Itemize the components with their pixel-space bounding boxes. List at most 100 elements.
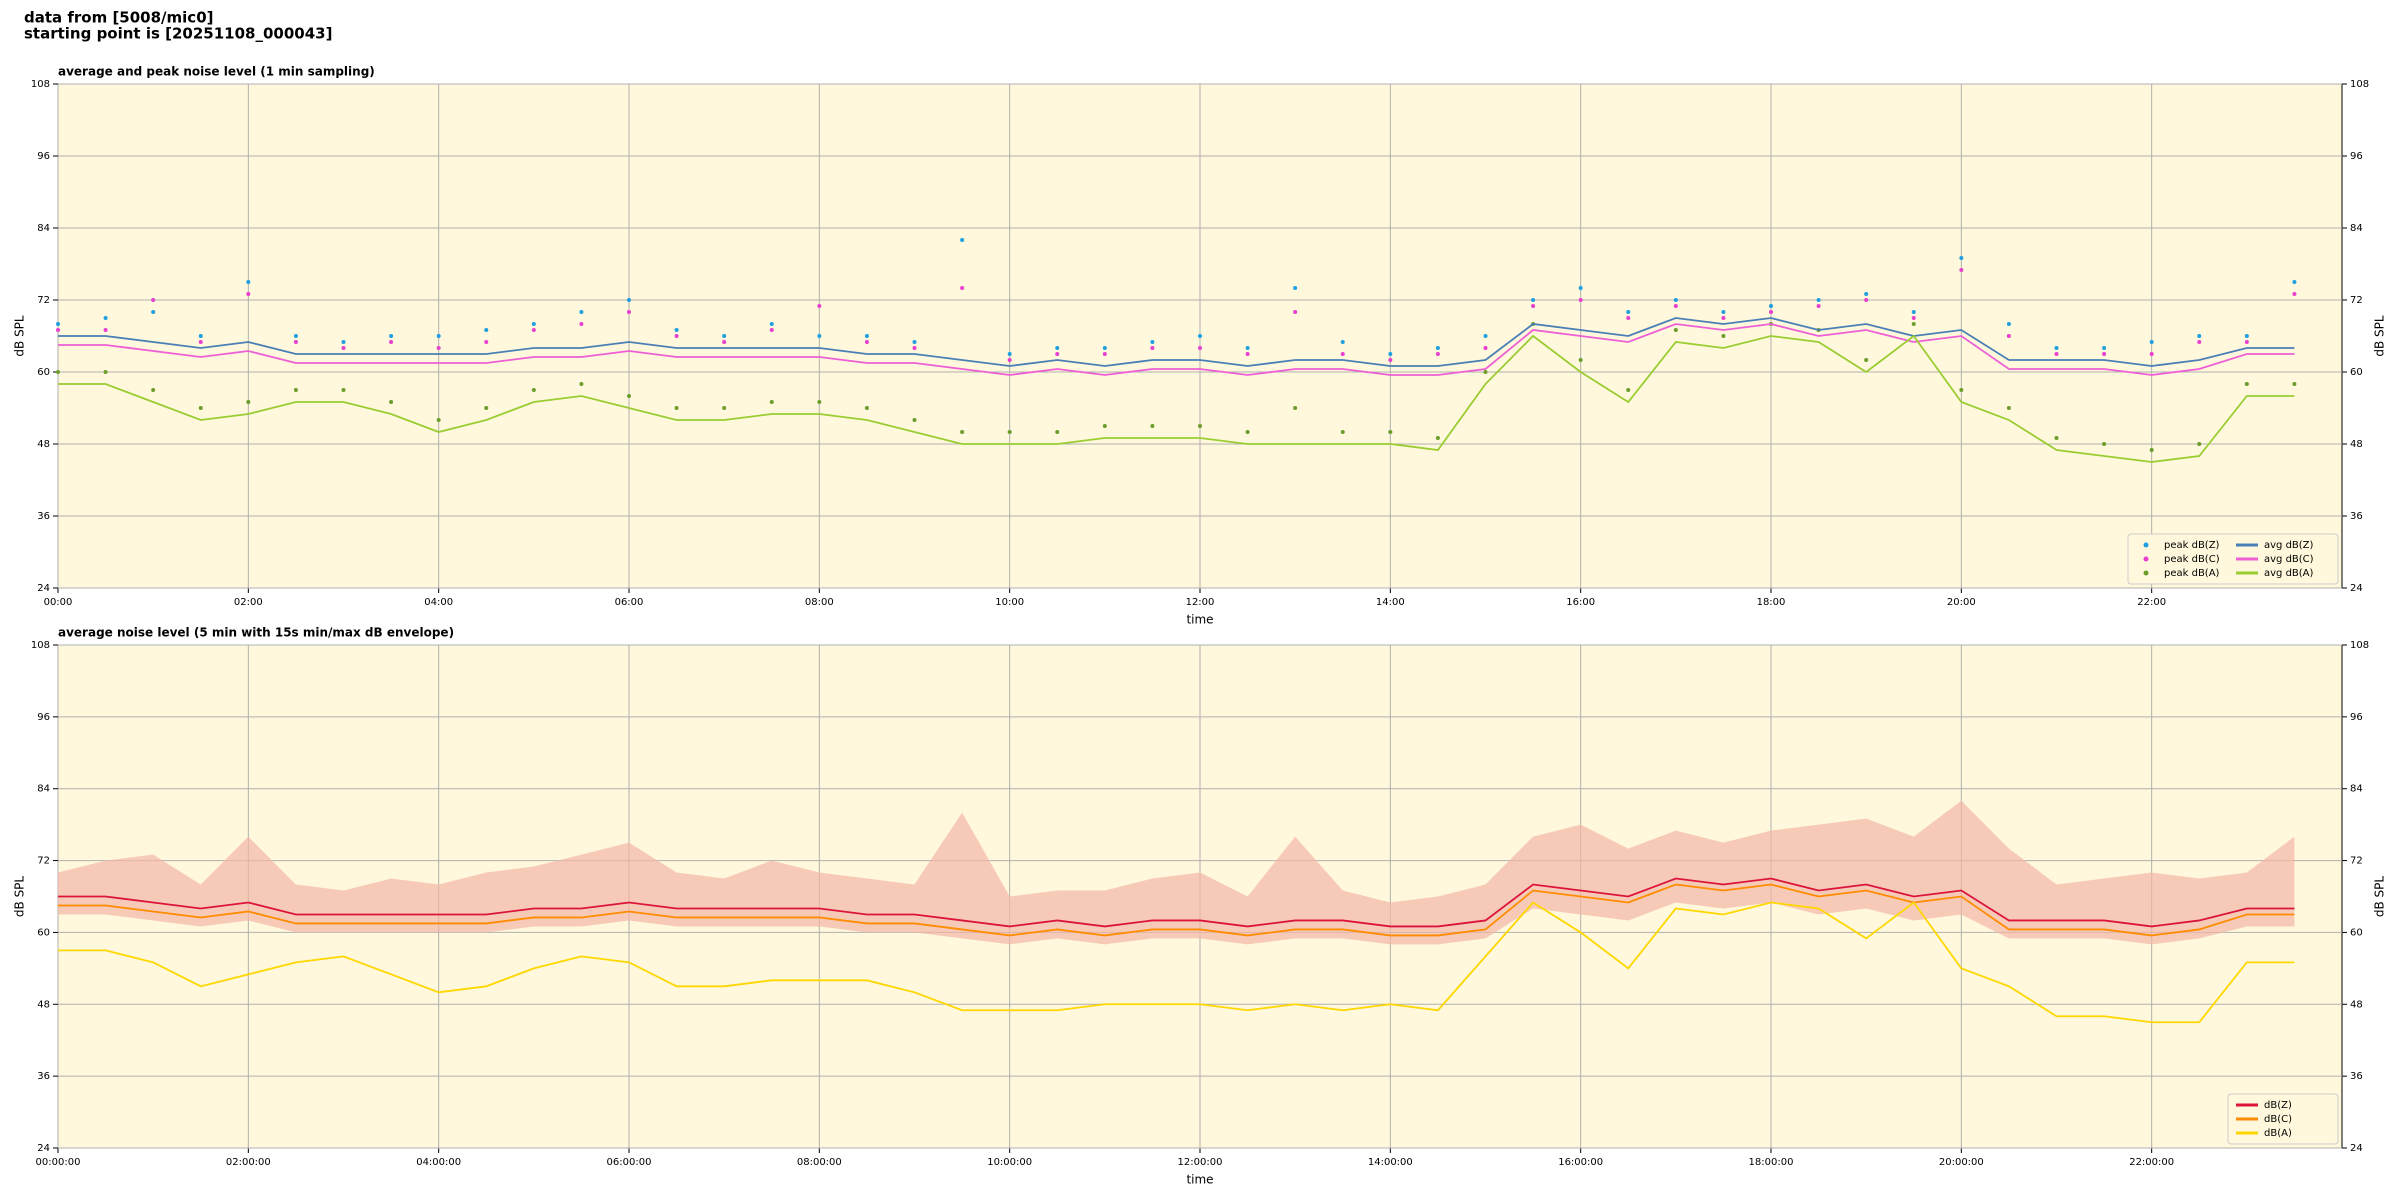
peak-point <box>912 346 917 350</box>
x-axis-label: time <box>1186 1173 1213 1187</box>
peak-point <box>1102 352 1107 356</box>
y-tick-label: 72 <box>37 856 50 867</box>
peak-point <box>1864 358 1869 362</box>
peak-point <box>1721 316 1726 320</box>
peak-point <box>103 316 108 320</box>
y-tick-label-right: 84 <box>2350 223 2363 234</box>
peak-point <box>1578 286 1583 290</box>
peak-point <box>2244 334 2249 338</box>
peak-point <box>1388 430 1393 434</box>
peak-point <box>293 334 298 338</box>
peak-point <box>722 340 727 344</box>
y-axis-label-right: dB SPL <box>2373 315 2387 357</box>
peak-point <box>1721 310 1726 314</box>
peak-point <box>1626 316 1631 320</box>
peak-point <box>2054 346 2059 350</box>
peak-point <box>2292 280 2297 284</box>
x-tick-label: 14:00 <box>1376 597 1405 608</box>
peak-point <box>1340 340 1345 344</box>
y-tick-label: 60 <box>37 367 50 378</box>
x-tick-label: 22:00 <box>2137 597 2166 608</box>
peak-point <box>484 406 489 410</box>
peak-point <box>1911 316 1916 320</box>
legend-marker <box>2143 570 2149 576</box>
y-tick-label: 24 <box>37 583 50 594</box>
peak-point <box>769 328 774 332</box>
legend-label: peak dB(C) <box>2164 554 2220 565</box>
peak-point <box>1245 346 1250 350</box>
y-tick-label: 84 <box>37 223 50 234</box>
peak-point <box>960 430 965 434</box>
peak-point <box>1911 310 1916 314</box>
x-tick-label: 20:00 <box>1947 597 1976 608</box>
y-tick-label: 96 <box>37 151 50 162</box>
legend-marker <box>2143 556 2149 562</box>
peak-point <box>2006 406 2011 410</box>
peak-point <box>1578 358 1583 362</box>
peak-point <box>2102 346 2107 350</box>
peak-point <box>2102 442 2107 446</box>
x-tick-label: 22:00:00 <box>2129 1157 2174 1168</box>
y-tick-label-right: 36 <box>2350 511 2363 522</box>
peak-point <box>769 400 774 404</box>
peak-point <box>436 334 441 338</box>
peak-point <box>151 388 156 392</box>
peak-point <box>1245 352 1250 356</box>
header-source: data from [5008/mic0] <box>24 9 214 27</box>
peak-point <box>1198 424 1202 428</box>
peak-point <box>389 334 394 338</box>
chart: average noise level (5 min with 15s min/… <box>13 626 2387 1187</box>
peak-point <box>1816 298 1821 302</box>
peak-point <box>246 400 251 404</box>
y-tick-label: 108 <box>31 79 50 90</box>
legend-label: dB(Z) <box>2264 1100 2292 1111</box>
x-tick-label: 18:00:00 <box>1749 1157 1794 1168</box>
peak-point <box>1150 424 1155 428</box>
peak-point <box>769 322 774 326</box>
y-tick-label: 84 <box>37 784 50 795</box>
peak-point <box>1102 346 1107 350</box>
x-tick-label: 20:00:00 <box>1939 1157 1984 1168</box>
legend-label: peak dB(A) <box>2164 568 2220 579</box>
peak-point <box>1673 304 1678 308</box>
peak-point <box>484 340 489 344</box>
y-axis-label-right: dB SPL <box>2373 876 2387 918</box>
series-line <box>58 901 2295 1024</box>
y-axis-label: dB SPL <box>13 315 27 357</box>
peak-point <box>1388 358 1393 362</box>
peak-point <box>864 340 869 344</box>
y-tick-label-right: 24 <box>2350 583 2363 594</box>
peak-point <box>436 418 441 422</box>
peak-point <box>627 394 631 398</box>
peak-point <box>1007 358 1012 362</box>
peak-point <box>2292 292 2297 296</box>
peak-point <box>1769 310 1773 314</box>
peak-point <box>1626 310 1631 314</box>
peak-point <box>2197 340 2202 344</box>
peak-point <box>341 388 346 392</box>
y-tick-label-right: 36 <box>2350 1071 2363 1082</box>
y-tick-label-right: 96 <box>2350 712 2363 723</box>
peak-point <box>579 382 584 386</box>
peak-point <box>1055 346 1060 350</box>
y-tick-label-right: 72 <box>2350 295 2363 306</box>
peak-point <box>2006 334 2011 338</box>
peak-point <box>722 406 727 410</box>
legend-label: avg dB(A) <box>2264 568 2314 579</box>
y-tick-label: 96 <box>37 712 50 723</box>
peak-point <box>2197 334 2202 338</box>
series-line <box>58 317 2295 367</box>
chart-title: average and peak noise level (1 min samp… <box>58 65 375 79</box>
peak-point <box>436 346 441 350</box>
x-tick-label: 10:00 <box>995 597 1024 608</box>
peak-point <box>1769 304 1773 308</box>
peak-point <box>389 340 394 344</box>
peak-point <box>2197 442 2202 446</box>
peak-point <box>2149 352 2154 356</box>
peak-point <box>2054 436 2059 440</box>
peak-point <box>817 334 822 338</box>
peak-point <box>1578 298 1583 302</box>
peak-point <box>2292 382 2297 386</box>
peak-point <box>1483 346 1488 350</box>
